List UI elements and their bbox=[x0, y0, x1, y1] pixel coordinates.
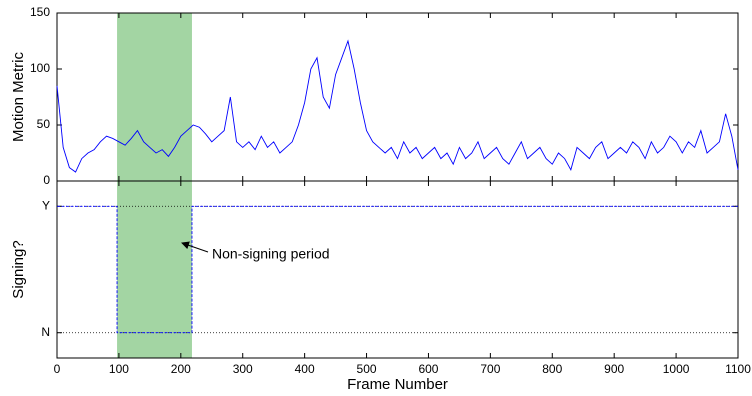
annotation: Non-signing period bbox=[212, 246, 330, 262]
x-tick-label: 500 bbox=[357, 362, 377, 376]
y-axis-label: Motion Metric bbox=[10, 51, 27, 142]
annotation-arrow bbox=[181, 241, 209, 253]
x-tick-label: 400 bbox=[295, 362, 315, 376]
y-tick-label: 50 bbox=[37, 117, 51, 131]
x-tick-label: 700 bbox=[480, 362, 500, 376]
data-line bbox=[57, 205, 738, 334]
x-tick-label: 1100 bbox=[725, 362, 751, 376]
x-tick-label: 300 bbox=[233, 362, 253, 376]
y-tick-label: 100 bbox=[30, 61, 50, 75]
highlight-span bbox=[117, 13, 192, 181]
x-axis-label: Frame Number bbox=[347, 376, 448, 393]
x-tick-label: 100 bbox=[109, 362, 129, 376]
x-tick-label: 900 bbox=[604, 362, 624, 376]
data-line bbox=[56, 39, 739, 173]
x-tick-label: 0 bbox=[54, 362, 61, 376]
axes-box bbox=[56, 180, 739, 359]
x-tick-label: 1000 bbox=[663, 362, 690, 376]
y-tick-label: 150 bbox=[30, 5, 50, 19]
highlight-span bbox=[117, 181, 192, 358]
x-tick-label: 600 bbox=[418, 362, 438, 376]
y-tick-label: N bbox=[41, 325, 50, 339]
x-tick-label: 200 bbox=[171, 362, 191, 376]
y-axis-label: Signing? bbox=[10, 240, 27, 298]
y-tick-label: Y bbox=[42, 198, 50, 212]
x-tick-label: 800 bbox=[542, 362, 562, 376]
y-tick-label: 0 bbox=[43, 173, 50, 187]
